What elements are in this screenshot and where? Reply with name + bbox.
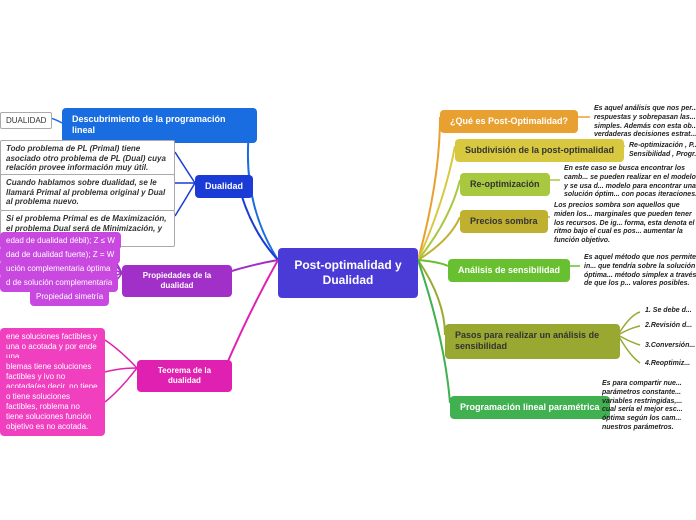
note-reopt: En este caso se busca encontrar los camb…: [562, 163, 696, 202]
prop-child-4[interactable]: Propiedad simetría: [30, 288, 109, 306]
teorema-child-2[interactable]: o tiene soluciones factibles, roblema no…: [0, 388, 105, 436]
mindmap-canvas: Post-optimalidad y Dualidad Descubrimien…: [0, 0, 696, 520]
node-reopt[interactable]: Re-optimización: [460, 173, 550, 196]
paso-2: 3.Conversión...: [643, 340, 696, 353]
node-precios[interactable]: Precios sombra: [460, 210, 548, 233]
center-node[interactable]: Post-optimalidad y Dualidad: [278, 248, 418, 298]
node-teorema[interactable]: Teorema de la dualidad: [137, 360, 232, 392]
node-que-es[interactable]: ¿Qué es Post-Optimalidad?: [440, 110, 578, 133]
paso-1: 2.Revisión d...: [643, 320, 694, 333]
dualidad-note-0: Todo problema de PL (Primal) tiene asoci…: [0, 140, 175, 177]
dualidad-note-1: Cuando hablamos sobre dualidad, se le ll…: [0, 174, 175, 211]
node-parametrica[interactable]: Programación lineal paramétrica: [450, 396, 610, 419]
note-precios: Los precios sombra son aquellos que mide…: [552, 200, 696, 248]
node-subdivision[interactable]: Subdivisión de la post-optimalidad: [455, 139, 624, 162]
note-analisis: Es aquel método que nos permite in... qu…: [582, 252, 696, 291]
paso-3: 4.Reoptimiz...: [643, 358, 692, 371]
node-pasos[interactable]: Pasos para realizar un análisis de sensi…: [445, 324, 620, 359]
node-propiedades[interactable]: Propiedades de la dualidad: [122, 265, 232, 297]
node-descubrimiento[interactable]: Descubrimiento de la programación lineal: [62, 108, 257, 143]
badge-dualidad: DUALIDAD: [0, 112, 52, 129]
note-que-es: Es aquel análisis que nos per... respues…: [592, 103, 696, 142]
note-subdivision: Re-optimización , P... Sensibilidad , Pr…: [627, 140, 696, 162]
node-dualidad[interactable]: Dualidad: [195, 175, 253, 198]
node-analisis[interactable]: Análisis de sensibilidad: [448, 259, 570, 282]
paso-0: 1. Se debe d...: [643, 305, 694, 318]
note-parametrica: Es para compartir nue... parámetros cons…: [600, 378, 696, 435]
